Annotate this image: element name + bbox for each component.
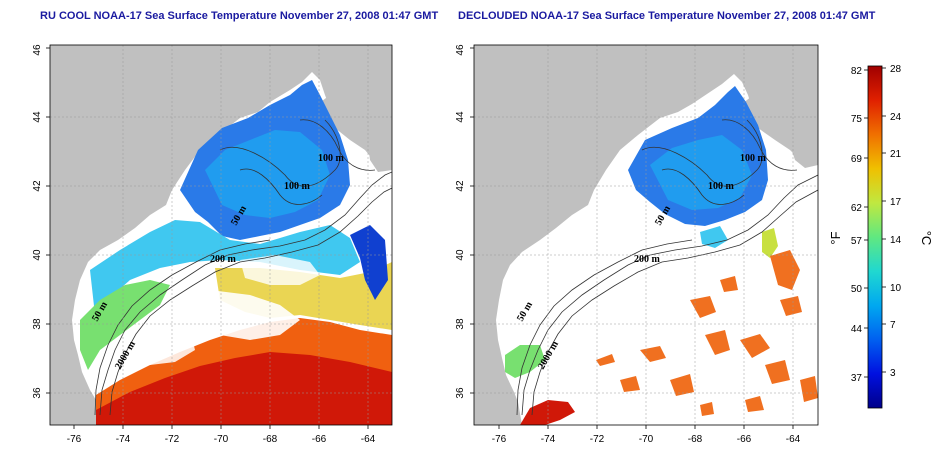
right-lat-tick: 40	[455, 249, 466, 261]
left-lon-tick: -70	[214, 434, 229, 445]
right-sst-orange-patch-1	[770, 250, 800, 290]
left-sst-cloud-2	[130, 320, 195, 365]
right-axis-ticks	[470, 47, 794, 429]
right-sst-coastal	[505, 345, 545, 378]
left-map-title: RU COOL NOAA-17 Sea Surface Temperature …	[40, 10, 439, 22]
colorbar-celsius-tick: 28	[890, 64, 902, 75]
left-contour-label: 200 m	[210, 254, 237, 265]
left-lon-tick: -64	[361, 434, 376, 445]
right-contour-label: 100 m	[708, 181, 735, 192]
left-sst-blue-edge	[350, 225, 388, 300]
left-lon-tick: -72	[165, 434, 180, 445]
right-lat-tick: 42	[455, 180, 466, 192]
colorbar-fahrenheit-tick: 44	[851, 324, 863, 335]
left-contour-label: 100 m	[284, 181, 311, 192]
left-sst-cloud-3	[240, 255, 320, 285]
right-lat-tick: 46	[455, 44, 466, 56]
left-lon-tick: -74	[116, 434, 131, 445]
left-lat-tick: 38	[32, 318, 43, 330]
left-sst-gulfstream-core	[96, 352, 392, 425]
left-land-nova-scotia	[310, 70, 392, 168]
colorbar-fahrenheit-tick: 50	[851, 284, 863, 295]
colorbar-fahrenheit-tick: 75	[851, 114, 863, 125]
colorbar-celsius-tick: 14	[890, 235, 902, 246]
right-land	[474, 45, 818, 425]
colorbar-celsius-tick: 17	[890, 197, 902, 208]
right-lon-tick: -70	[639, 434, 654, 445]
left-contour-label: 100 m	[318, 153, 345, 164]
right-sst-patch-40	[700, 226, 728, 248]
right-lat-tick: 38	[455, 318, 466, 330]
left-sst-coastal-mid	[80, 280, 170, 370]
right-grid	[474, 45, 818, 425]
left-sst-gulf-of-maine-2	[205, 130, 330, 218]
right-lon-tick: -64	[786, 434, 801, 445]
right-contour-label: 100 m	[740, 153, 767, 164]
right-sst-scattered	[596, 276, 818, 416]
left-lat-tick: 42	[32, 180, 43, 192]
left-land	[50, 45, 392, 425]
left-sst-shelf	[90, 220, 360, 315]
colorbar-celsius-tick: 3	[890, 368, 896, 379]
colorbar-ticks	[864, 67, 886, 378]
right-lon-tick: -68	[688, 434, 703, 445]
right-lon-tick: -76	[492, 434, 507, 445]
left-lon-tick: -68	[263, 434, 278, 445]
colorbar-celsius-unit: °C	[919, 231, 934, 246]
left-lat-tick: 36	[32, 387, 43, 399]
right-map: 100 m 100 m 50 m 200 m 50 m 2000 m -76 -…	[455, 44, 819, 445]
left-lon-tick: -66	[312, 434, 327, 445]
colorbar-fahrenheit-tick: 62	[851, 203, 863, 214]
right-lat-tick: 44	[455, 111, 466, 123]
right-sst-yellow-patch	[762, 228, 778, 258]
left-lat-tick: 46	[32, 44, 43, 56]
right-lon-tick: -72	[590, 434, 605, 445]
right-lon-tick: -66	[737, 434, 752, 445]
left-lon-tick: -76	[67, 434, 82, 445]
right-lon-tick: -74	[541, 434, 556, 445]
colorbar-fahrenheit-tick: 69	[851, 154, 863, 165]
right-map-title: DECLOUDED NOAA-17 Sea Surface Temperatur…	[458, 10, 876, 22]
colorbar-fahrenheit-unit: °F	[828, 231, 843, 244]
left-map: 100 m 100 m 50 m 200 m 50 m 2000 m -76 -…	[32, 44, 393, 445]
right-land-nova-scotia	[732, 72, 818, 165]
colorbar-fahrenheit-tick: 82	[851, 66, 863, 77]
colorbar: 82 75 69 62 57 50 44 37 28 24 21 17 14 1…	[828, 64, 934, 409]
left-grid	[50, 45, 392, 425]
right-sst-gulfstream-core	[520, 400, 575, 425]
right-contour-label: 200 m	[634, 254, 661, 265]
colorbar-celsius-tick: 10	[890, 283, 902, 294]
colorbar-fahrenheit-tick: 37	[851, 373, 863, 384]
left-lat-tick: 40	[32, 249, 43, 261]
left-axis-ticks	[46, 47, 369, 429]
right-sst-gulf-of-maine-2	[650, 135, 752, 210]
right-lat-tick: 36	[455, 387, 466, 399]
colorbar-celsius-tick: 24	[890, 112, 902, 123]
colorbar-gradient	[867, 65, 883, 409]
colorbar-celsius-tick: 21	[890, 149, 902, 160]
left-lat-tick: 44	[32, 111, 43, 123]
colorbar-celsius-tick: 7	[890, 320, 896, 331]
colorbar-fahrenheit-tick: 57	[851, 236, 863, 247]
